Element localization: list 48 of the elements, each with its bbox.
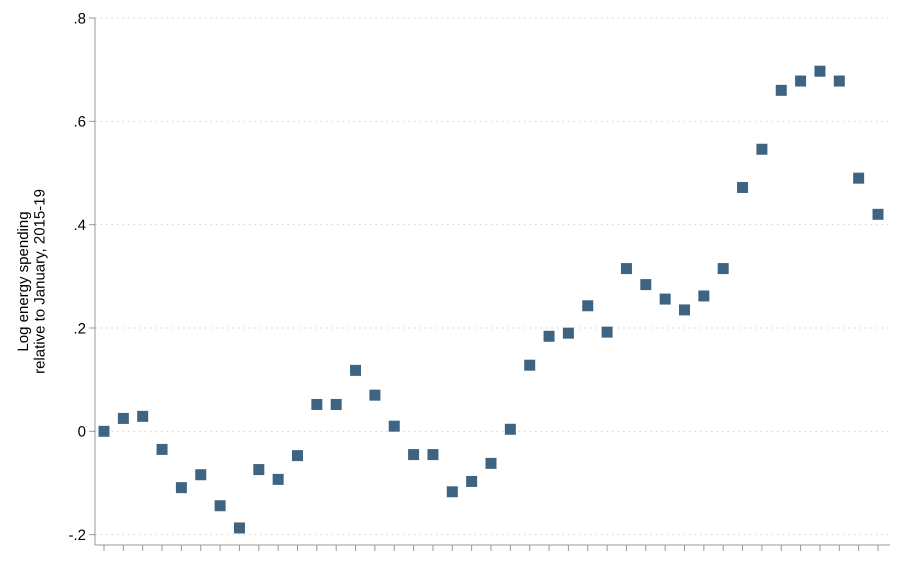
- y-tick-label: 0: [78, 424, 86, 441]
- point: [350, 364, 362, 376]
- y-tick-label: .4: [73, 216, 86, 234]
- point: [195, 469, 206, 480]
- point: [872, 208, 884, 220]
- point: [640, 279, 652, 290]
- point: [388, 420, 400, 432]
- point: [582, 300, 594, 312]
- point: [446, 486, 458, 498]
- point: [698, 290, 710, 302]
- point: [776, 84, 787, 96]
- point: [234, 522, 245, 534]
- point: [272, 474, 284, 485]
- point: [814, 66, 826, 77]
- point: [660, 294, 671, 305]
- point: [602, 326, 613, 338]
- y-tick-label: -.2: [68, 526, 86, 544]
- point: [718, 263, 729, 274]
- point: [737, 182, 748, 193]
- point: [466, 476, 478, 487]
- point: [486, 458, 496, 469]
- point: [156, 444, 168, 455]
- point: [176, 482, 187, 494]
- y-tick-label: .2: [73, 320, 86, 338]
- point: [795, 76, 806, 87]
- point: [524, 360, 536, 371]
- point: [427, 449, 438, 460]
- point: [118, 412, 129, 424]
- point: [504, 424, 516, 435]
- point: [679, 304, 690, 316]
- point: [756, 144, 768, 155]
- point: [853, 172, 864, 184]
- point: [620, 263, 632, 274]
- point: [544, 330, 555, 342]
- point: [330, 398, 342, 410]
- point: [311, 398, 322, 410]
- y-tick-label: .6: [73, 114, 86, 131]
- point: [137, 410, 148, 422]
- y-axis-title: Log energy spending relative to January, 2015-19: [15, 189, 48, 374]
- point: [408, 449, 420, 460]
- point: [253, 464, 264, 476]
- y-tick-label: .8: [73, 10, 86, 28]
- point: [834, 76, 845, 87]
- point: [98, 426, 110, 437]
- point: [292, 450, 303, 462]
- point: [562, 328, 574, 339]
- point: [214, 500, 226, 512]
- point: [369, 390, 380, 401]
